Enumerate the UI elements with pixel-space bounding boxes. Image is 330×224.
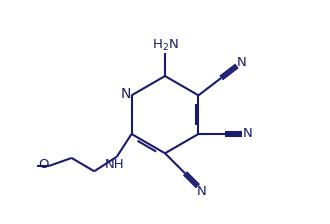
Text: N: N (242, 127, 252, 140)
Text: N: N (237, 56, 247, 69)
Text: O: O (38, 158, 49, 171)
Text: H$_2$N: H$_2$N (151, 38, 179, 53)
Text: NH: NH (105, 158, 125, 171)
Text: N: N (196, 185, 206, 198)
Text: N: N (120, 87, 131, 101)
